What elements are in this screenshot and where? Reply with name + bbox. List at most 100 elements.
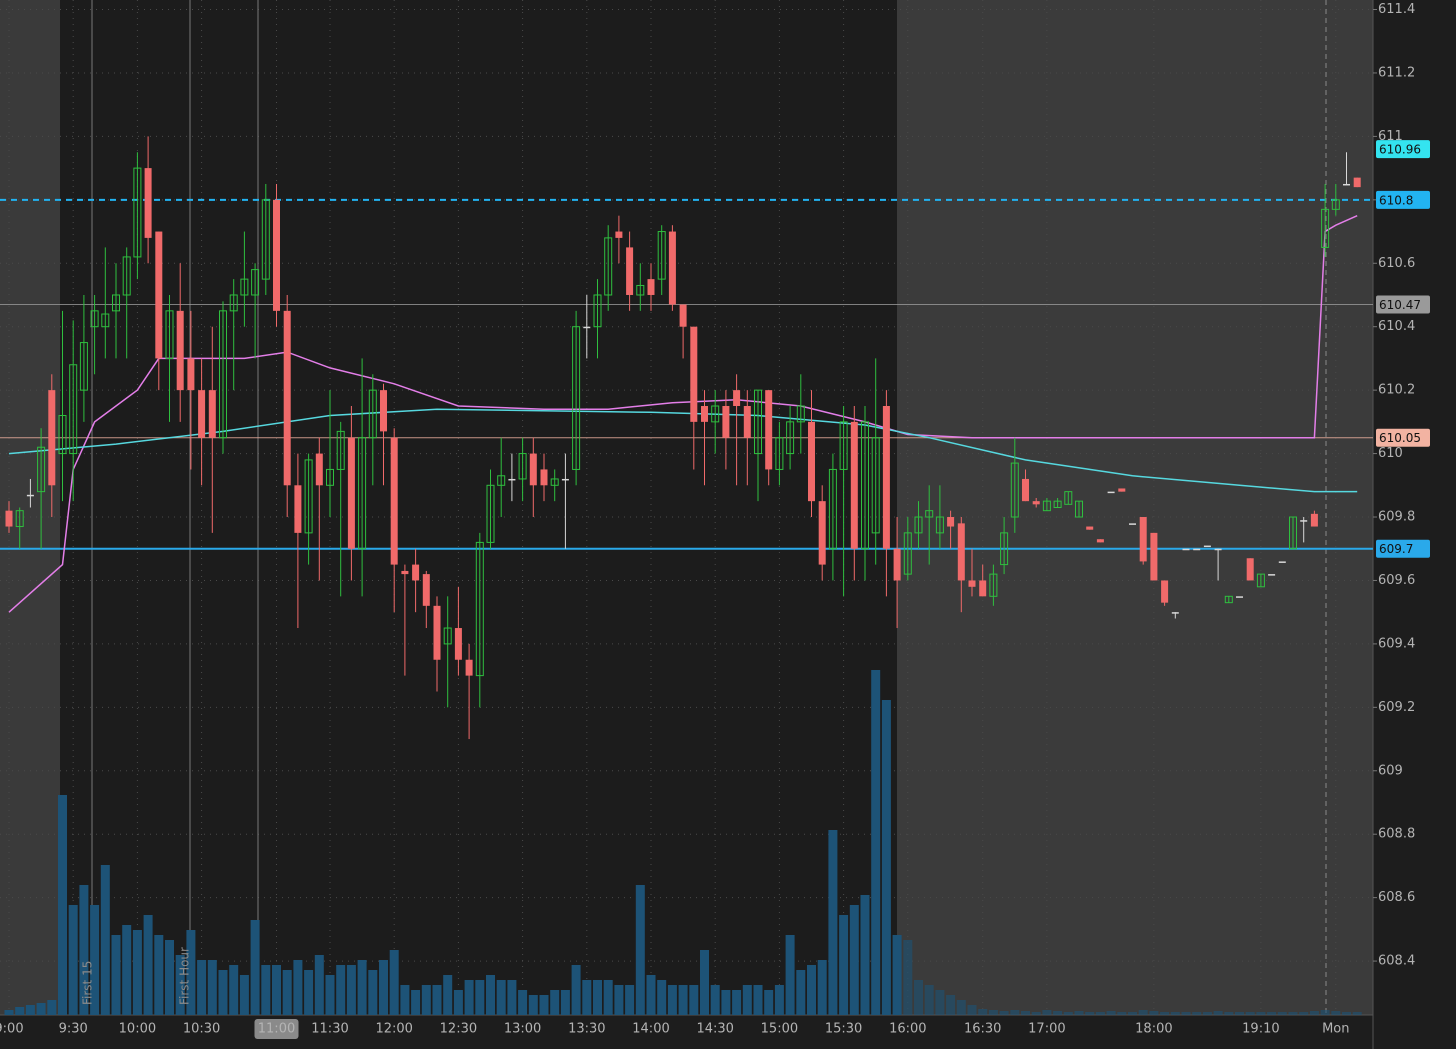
candle-body bbox=[336, 430, 345, 470]
x-tick-label: 11:00 bbox=[258, 1022, 295, 1037]
candle-body bbox=[101, 313, 110, 328]
candle-body bbox=[58, 415, 67, 455]
candle-body bbox=[465, 659, 473, 676]
candle-body bbox=[989, 573, 998, 597]
volume-bar bbox=[678, 985, 688, 1015]
volume-bar bbox=[68, 905, 78, 1015]
candle-body bbox=[914, 516, 923, 534]
volume-bar bbox=[785, 935, 795, 1015]
volume-bar bbox=[1277, 1012, 1287, 1015]
candle-body bbox=[893, 548, 901, 581]
volume-bar bbox=[100, 865, 110, 1015]
y-tick-label: 608.6 bbox=[1378, 890, 1415, 905]
candle-body bbox=[475, 541, 484, 677]
candle-body bbox=[701, 406, 708, 422]
candle-body bbox=[925, 510, 934, 518]
y-tick-label: 609.2 bbox=[1378, 700, 1415, 715]
candle-body bbox=[219, 310, 227, 439]
volume-bar bbox=[400, 985, 410, 1015]
candle-body bbox=[155, 231, 163, 359]
volume-bar bbox=[839, 915, 849, 1015]
volume-bar bbox=[282, 970, 292, 1015]
candle-body bbox=[593, 294, 602, 328]
candle-body bbox=[486, 484, 495, 543]
crosshair-label-box bbox=[254, 1019, 299, 1039]
candle-body bbox=[251, 269, 260, 296]
candle-body bbox=[722, 406, 730, 438]
volume-bar bbox=[229, 965, 239, 1015]
y-tick-label: 609 bbox=[1378, 763, 1403, 778]
volume-bar bbox=[710, 985, 720, 1015]
candle-body bbox=[550, 478, 559, 486]
volume-bar bbox=[336, 965, 346, 1015]
volume-bar bbox=[304, 970, 314, 1015]
volume-bar bbox=[90, 905, 100, 1015]
volume-bar bbox=[935, 990, 945, 1015]
candle-body bbox=[198, 390, 206, 438]
volume-bar bbox=[496, 980, 506, 1015]
volume-bar bbox=[967, 1005, 977, 1015]
candle-body bbox=[358, 437, 367, 550]
candle-body bbox=[711, 405, 720, 423]
volume-bar bbox=[1117, 1012, 1127, 1015]
volume-bar bbox=[657, 980, 667, 1015]
level-tag bbox=[1376, 295, 1430, 314]
volume-bar bbox=[914, 980, 923, 1015]
volume-bar bbox=[421, 985, 431, 1015]
volume-bar bbox=[1342, 1012, 1351, 1015]
volume-bar bbox=[635, 885, 645, 1015]
candle-body bbox=[390, 437, 398, 565]
candle-body bbox=[968, 580, 976, 587]
candle-body bbox=[15, 510, 24, 528]
volume-bar bbox=[25, 1005, 35, 1015]
volume-bar bbox=[721, 990, 731, 1015]
volume-bar bbox=[15, 1007, 25, 1015]
x-tick-label: Mon bbox=[1322, 1022, 1349, 1037]
candle-body bbox=[1129, 523, 1136, 525]
x-tick-label: 16:30 bbox=[964, 1022, 1001, 1037]
volume-bar bbox=[272, 965, 281, 1015]
candle-body bbox=[1214, 548, 1222, 551]
x-tick-label: 13:30 bbox=[568, 1022, 605, 1037]
x-tick-label: 12:00 bbox=[375, 1022, 412, 1037]
candle-body bbox=[540, 469, 548, 486]
candle-body bbox=[743, 406, 751, 438]
candle-body bbox=[1053, 500, 1062, 508]
volume-bar bbox=[122, 925, 132, 1015]
x-tick-label: 9:00 bbox=[0, 1022, 24, 1037]
candle-body bbox=[497, 475, 506, 486]
volume-bar bbox=[261, 965, 271, 1015]
candle-body bbox=[380, 390, 387, 432]
x-tick-label: 14:30 bbox=[696, 1022, 733, 1037]
candle-body bbox=[1150, 532, 1158, 581]
candle-body bbox=[765, 390, 773, 470]
candle-body bbox=[808, 421, 815, 502]
volume-bar bbox=[1063, 1012, 1073, 1015]
volume-bar bbox=[1053, 1011, 1063, 1015]
candle-body bbox=[1161, 580, 1169, 603]
candle-body bbox=[1343, 183, 1350, 186]
volume-bar bbox=[817, 960, 827, 1015]
volume-bar bbox=[892, 935, 902, 1015]
candle-body bbox=[828, 468, 837, 550]
volume-bar bbox=[1042, 1010, 1052, 1015]
volume-bar bbox=[4, 1010, 14, 1015]
candle-body bbox=[583, 326, 591, 329]
candle-body bbox=[304, 459, 313, 534]
candle-body bbox=[1256, 573, 1265, 588]
candle-body bbox=[1310, 513, 1318, 527]
candle-body bbox=[26, 494, 34, 497]
volume-bar bbox=[796, 970, 806, 1015]
x-tick-label: 18:00 bbox=[1135, 1022, 1172, 1037]
candle-body bbox=[626, 247, 634, 295]
candle-body bbox=[786, 421, 795, 455]
volume-bar bbox=[518, 990, 528, 1015]
candle-body bbox=[1086, 526, 1094, 530]
volume-bar bbox=[1320, 1010, 1330, 1015]
volume-bar bbox=[1202, 1012, 1212, 1015]
volume-bar bbox=[486, 975, 495, 1015]
volume-bar bbox=[1031, 1012, 1041, 1015]
candle-body bbox=[1278, 561, 1286, 563]
volume-bar bbox=[667, 985, 677, 1015]
candle-body bbox=[861, 421, 869, 550]
